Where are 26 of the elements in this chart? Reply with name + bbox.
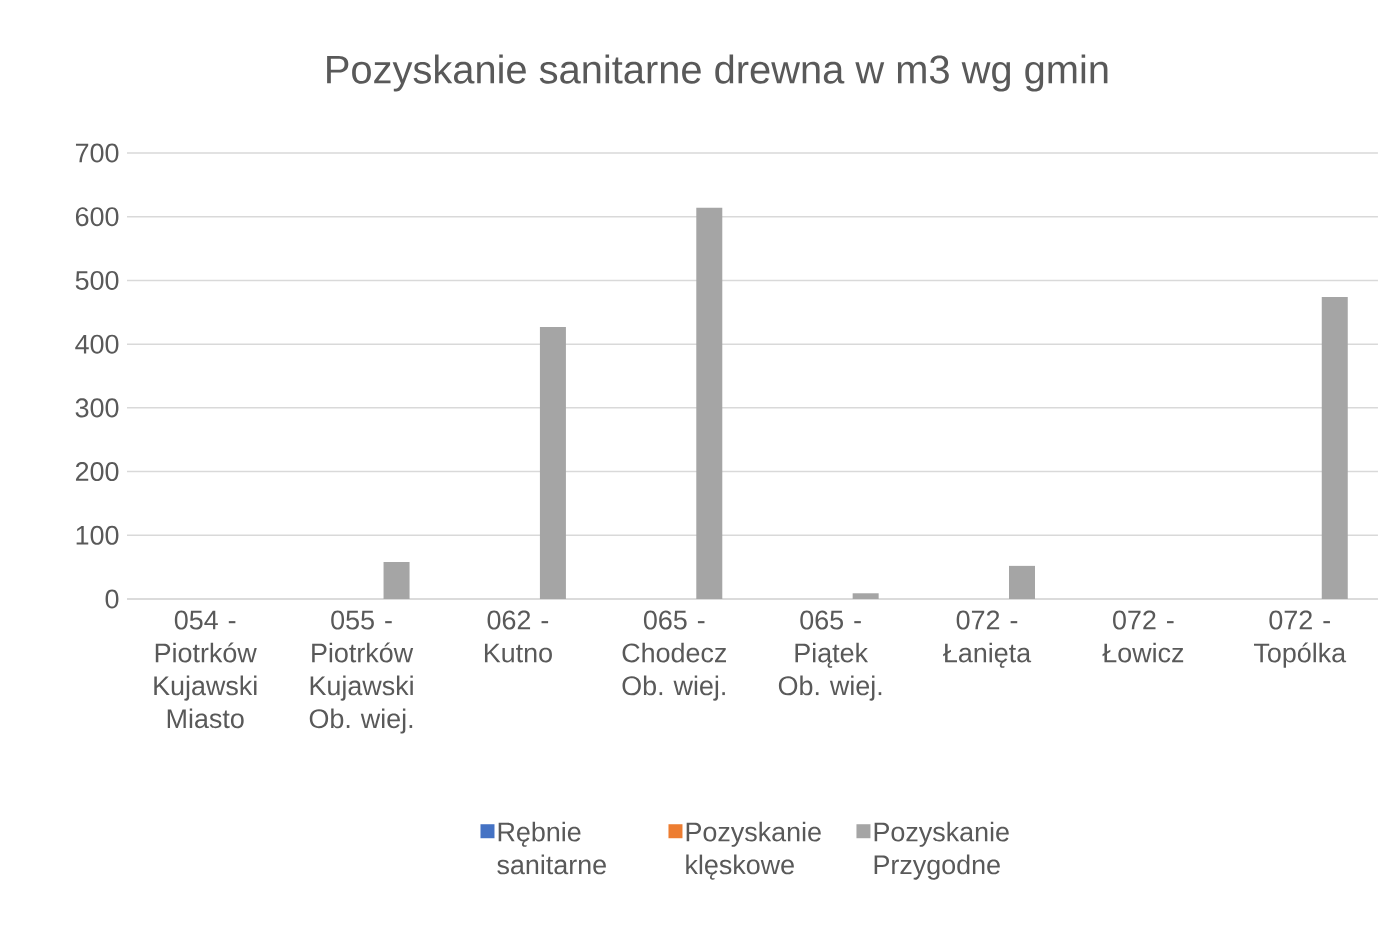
bar (1321, 297, 1348, 600)
legend-label: Pozyskanie klęskowe (686, 821, 821, 880)
bar (696, 207, 723, 600)
y-tick-label: 0 (105, 589, 119, 609)
y-tick-label: 400 (75, 334, 119, 354)
x-tick-label: 055 - Piotrków Kujawski Ob. wiej. (309, 610, 414, 734)
x-tick-label: 065 - Piątek Ob. wiej. (778, 610, 882, 701)
x-tick-label: 062 - Kutno (484, 610, 552, 663)
y-tick-label: 700 (75, 143, 119, 163)
bar (383, 562, 410, 600)
bar (852, 593, 879, 600)
y-tick-label: 300 (75, 398, 119, 418)
y-tick-label: 600 (75, 207, 119, 227)
x-tick-label: 054 - Piotrków Kujawski Miasto (154, 610, 257, 729)
x-tick-label: 072 - Topólka (1254, 610, 1347, 668)
bar (1009, 565, 1036, 600)
x-tick-label: 072 - Łowicz (1102, 610, 1184, 663)
chart-title: Pozyskanie sanitarne drewna w m3 wg gmin (327, 54, 1108, 92)
x-tick-label: 072 - Łanięta (943, 610, 1032, 668)
x-tick-label: 065 - Chodecz Ob. wiej. (622, 610, 727, 701)
y-tick-label: 200 (75, 462, 119, 482)
bar (539, 326, 566, 600)
legend-label: Rębnie sanitarne (497, 821, 606, 875)
legend-label: Pozyskanie Przygodne (874, 821, 1009, 880)
y-tick-label: 100 (76, 525, 119, 545)
y-tick-label: 500 (75, 270, 119, 290)
